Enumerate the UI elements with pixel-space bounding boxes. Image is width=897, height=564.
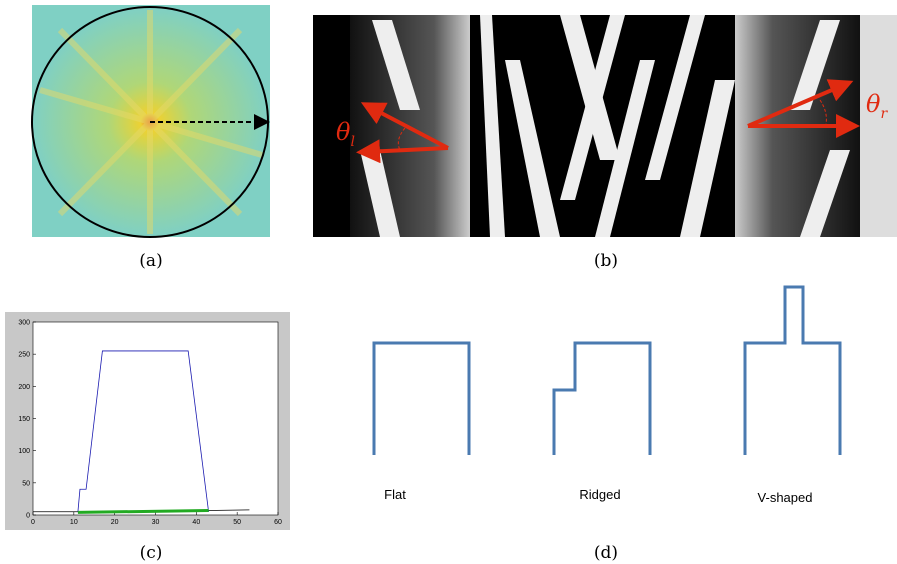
caption: (c) xyxy=(140,543,163,563)
x-tick-label: 0 xyxy=(31,519,35,526)
shape-label: Ridged xyxy=(579,487,620,502)
x-tick-label: 20 xyxy=(111,519,119,526)
y-tick-label: 250 xyxy=(18,352,30,359)
y-tick-label: 50 xyxy=(22,480,30,487)
y-tick-label: 300 xyxy=(18,320,30,327)
shape-label: V-shaped xyxy=(758,490,813,505)
tread-image: θl θr xyxy=(313,15,897,237)
x-tick-label: 30 xyxy=(152,519,160,526)
x-tick-label: 50 xyxy=(233,519,241,526)
x-tick-label: 10 xyxy=(70,519,78,526)
caption: (b) xyxy=(594,251,618,271)
x-tick-label: 40 xyxy=(192,519,200,526)
spectrum-image xyxy=(32,5,270,237)
y-tick-label: 150 xyxy=(18,416,30,423)
caption: (d) xyxy=(594,543,618,563)
y-tick-label: 0 xyxy=(26,513,30,520)
caption: (a) xyxy=(139,251,162,271)
y-tick-label: 200 xyxy=(18,384,30,391)
series-line xyxy=(78,510,209,512)
shape-profiles xyxy=(374,287,840,455)
x-tick-label: 60 xyxy=(274,519,282,526)
shape-label: Flat xyxy=(384,487,406,502)
y-tick-label: 100 xyxy=(18,448,30,455)
figure: (a) θl θr (b) 0 10 20 30 40 50 60 0 50 100 150 200 2… xyxy=(0,0,897,564)
